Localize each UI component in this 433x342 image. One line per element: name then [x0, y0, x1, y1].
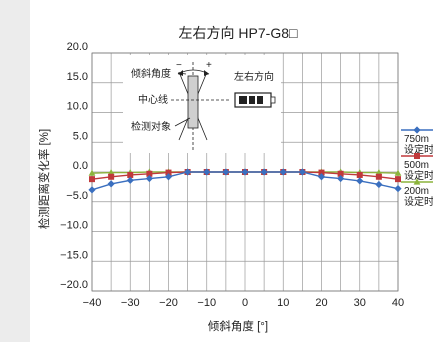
x-tick-label: −20 [159, 297, 178, 309]
data-point [413, 126, 421, 134]
y-tick-labels: 20.0 15.0 10.0 5.0 0.0 −5.0 −10.0 −15.0 −20.0 [60, 41, 88, 291]
data-point [203, 168, 211, 176]
data-point [107, 180, 115, 188]
y-tick-label: 20.0 [67, 41, 88, 53]
data-point [337, 170, 344, 177]
data-point [89, 176, 95, 183]
x-tick-label: −40 [83, 297, 102, 309]
x-tick-label: 10 [277, 297, 289, 309]
inset-minus-label: − [176, 60, 182, 71]
data-point [375, 180, 383, 189]
data-point [337, 174, 345, 183]
data-point [413, 178, 421, 185]
data-point [260, 168, 268, 176]
data-point [108, 173, 115, 180]
inset-plus-label: + [206, 60, 212, 71]
data-point [145, 174, 153, 183]
x-tick-labels: −40 −30 −20 −10 0 10 20 30 40 [83, 297, 404, 309]
data-point [298, 168, 306, 176]
inset-center-label: 中心线 [138, 93, 168, 106]
data-point [395, 176, 401, 183]
data-point [107, 168, 115, 176]
data-point [222, 168, 230, 176]
data-point [184, 168, 192, 176]
legend-label-sub: 设定时 [404, 169, 433, 182]
chart-title: 左右方向 HP7-G8□ [179, 25, 298, 41]
y-tick-label: −20.0 [60, 279, 88, 291]
legend-label: 750m [404, 134, 429, 145]
inset-target-pointer [174, 117, 191, 127]
inset-tilt-label: 倾斜角度 [131, 67, 171, 80]
data-point [127, 171, 134, 178]
y-tick-label: 0.0 [73, 160, 88, 172]
x-axis-label: 倾斜角度 [°] [208, 319, 268, 333]
data-point [317, 173, 326, 181]
data-point [394, 169, 402, 176]
inset-arc-arrow-left [178, 70, 183, 76]
y-tick-label: 10.0 [67, 101, 88, 113]
y-axis-label: 检测距离变化率 [%] [37, 129, 51, 229]
data-point [126, 176, 134, 184]
sensor-lens-icon [239, 96, 247, 104]
inset-target-plate [187, 75, 199, 129]
sensor-mount-icon [270, 96, 276, 104]
data-point [356, 171, 363, 178]
x-tick-label: −10 [197, 297, 216, 309]
x-tick-label: 20 [315, 297, 327, 309]
data-point [88, 186, 96, 194]
legend-label-sub: 设定时 [404, 195, 433, 208]
data-point [241, 168, 249, 176]
series-group [88, 168, 402, 194]
x-tick-label: 40 [392, 297, 404, 309]
y-tick-label: 15.0 [67, 71, 88, 83]
y-tick-label: −15.0 [60, 249, 88, 261]
data-point [414, 153, 420, 159]
data-point [279, 168, 287, 176]
data-point [375, 168, 383, 176]
y-tick-label: −10.0 [60, 220, 88, 232]
inset-direction-label: 左右方向 [234, 70, 274, 83]
legend-label: 200m [404, 186, 429, 197]
data-point [164, 173, 173, 181]
x-tick-label: 0 [242, 297, 248, 309]
y-tick-label: 5.0 [73, 130, 88, 142]
data-point [375, 173, 382, 180]
data-point [318, 169, 325, 176]
data-point [394, 185, 402, 193]
data-point [88, 169, 96, 176]
legend-label-sub: 设定时 [404, 143, 433, 156]
x-tick-label: 30 [354, 297, 366, 309]
sensor-led2-icon [257, 96, 263, 104]
y-tick-label: −5.0 [66, 190, 88, 202]
data-point [146, 170, 153, 177]
sensor-led-icon [249, 96, 255, 104]
legend-label: 500m [404, 160, 429, 171]
data-point [356, 177, 364, 185]
data-point [165, 169, 172, 176]
x-tick-label: −30 [121, 297, 140, 309]
inset-target-label: 检测对象 [131, 120, 171, 133]
inset-diagram: 倾斜角度 − + 中心线 检测对象 左右方向 [123, 55, 281, 153]
